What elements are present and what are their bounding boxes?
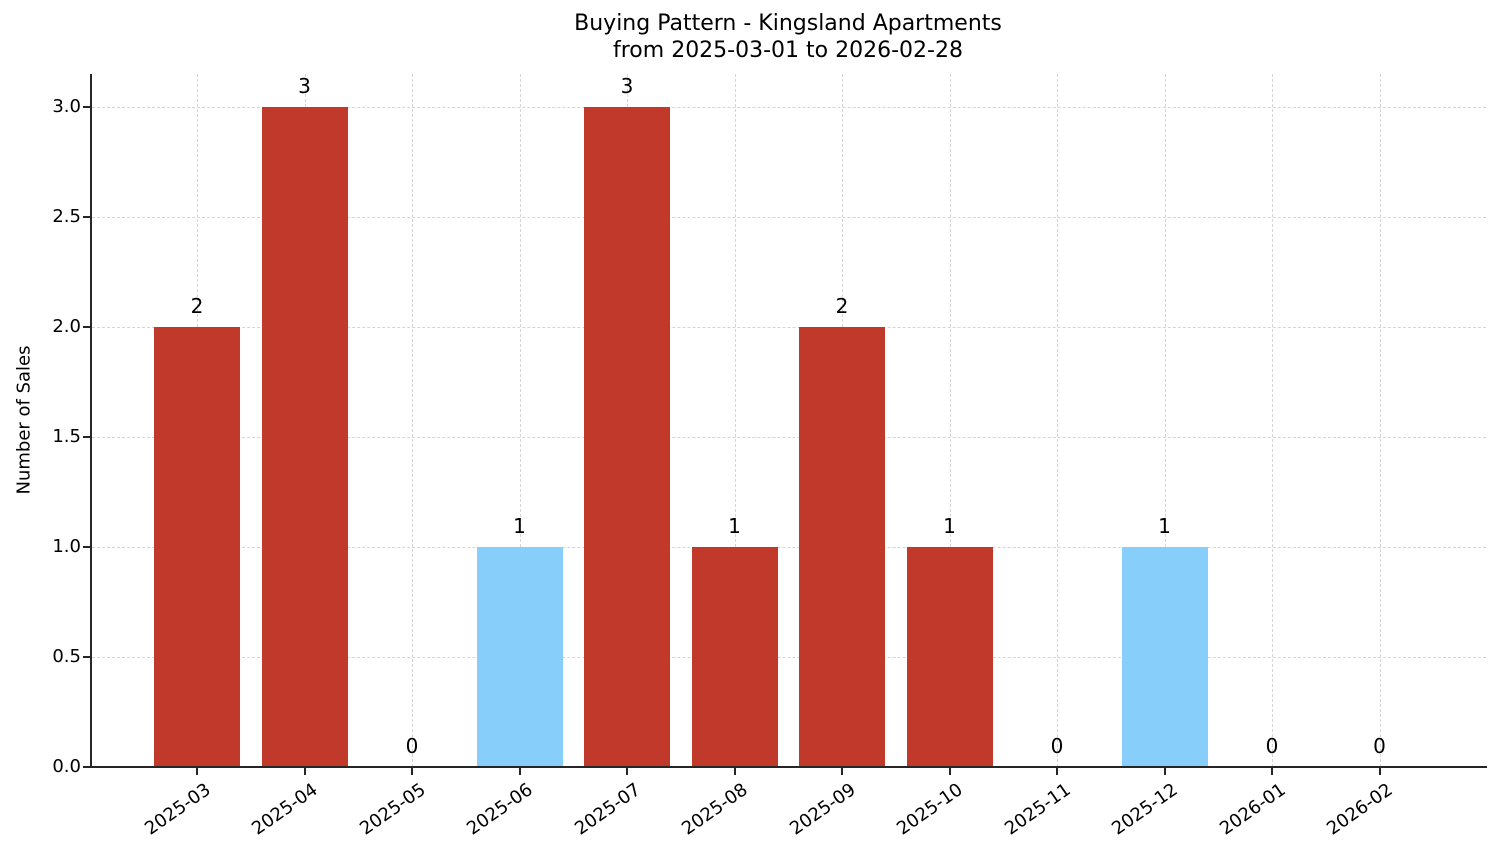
y-axis-title: Number of Sales xyxy=(13,345,35,495)
y-axis-line xyxy=(90,74,92,768)
bar-value-label: 1 xyxy=(1158,514,1171,538)
x-tick-label: 2025-05 xyxy=(355,779,430,840)
y-tick-mark xyxy=(83,216,90,218)
x-tick-label: 2025-04 xyxy=(248,779,322,840)
y-tick-label: 1.0 xyxy=(52,536,81,557)
bar-2025-07 xyxy=(584,107,670,767)
x-tick-label: 2026-01 xyxy=(1215,779,1290,840)
v-gridline xyxy=(1272,74,1273,767)
x-tick-mark xyxy=(1378,768,1381,775)
x-tick-label: 2025-12 xyxy=(1108,779,1182,840)
x-tick-mark xyxy=(518,768,521,775)
bar-value-label: 3 xyxy=(298,74,311,98)
x-tick-mark xyxy=(841,768,843,775)
bar-value-label: 0 xyxy=(1373,734,1386,758)
x-tick-label: 2025-10 xyxy=(893,779,967,840)
y-tick-label: 2.5 xyxy=(52,206,81,227)
h-gridline xyxy=(92,547,1486,548)
v-gridline xyxy=(949,74,951,767)
y-tick-label: 0.0 xyxy=(52,756,81,777)
bar-2025-08 xyxy=(691,547,778,767)
h-gridline xyxy=(92,327,1486,328)
h-gridline xyxy=(92,657,1486,658)
y-tick-mark xyxy=(83,546,90,548)
x-tick-label: 2025-11 xyxy=(1000,779,1075,840)
y-tick-mark xyxy=(83,656,90,658)
bar-2025-12 xyxy=(1121,547,1208,767)
y-tick-label: 0.5 xyxy=(52,646,81,667)
y-tick-mark xyxy=(83,106,90,108)
x-tick-mark xyxy=(733,768,736,775)
bar-value-label: 2 xyxy=(835,294,849,318)
x-tick-mark xyxy=(303,768,306,775)
x-tick-mark xyxy=(948,768,951,775)
x-tick-label: 2026-02 xyxy=(1323,779,1397,840)
chart-subtitle: from 2025-03-01 to 2026-02-28 xyxy=(613,38,963,63)
x-tick-label: 2025-08 xyxy=(678,779,752,840)
v-gridline xyxy=(1057,74,1058,767)
bar-2025-03 xyxy=(154,327,240,767)
x-tick-mark xyxy=(626,768,628,775)
v-gridline xyxy=(734,74,736,767)
y-tick-mark xyxy=(83,436,90,438)
x-tick-mark xyxy=(196,768,198,775)
h-gridline xyxy=(92,217,1486,218)
x-tick-label: 2025-09 xyxy=(785,779,860,840)
y-tick-mark xyxy=(83,326,90,328)
x-tick-mark xyxy=(1271,768,1273,775)
x-tick-mark xyxy=(1163,768,1166,775)
v-gridline xyxy=(1379,74,1381,767)
bar-value-label: 1 xyxy=(513,514,526,538)
bar-value-label: 1 xyxy=(728,514,741,538)
h-gridline xyxy=(92,437,1486,438)
chart-title-main: Buying Pattern - Kingsland Apartments xyxy=(574,11,1002,36)
v-gridline xyxy=(1164,74,1166,767)
y-tick-label: 3.0 xyxy=(52,96,81,117)
x-tick-mark xyxy=(1056,768,1058,775)
v-gridline xyxy=(519,74,521,767)
x-tick-mark xyxy=(411,768,413,775)
y-tick-label: 2.0 xyxy=(52,316,81,337)
bar-value-label: 3 xyxy=(620,74,634,98)
bar-value-label: 2 xyxy=(190,294,204,318)
bar-2025-10 xyxy=(906,547,993,767)
bar-value-label: 0 xyxy=(1265,734,1279,758)
h-gridline xyxy=(92,107,1486,108)
bar-2025-09 xyxy=(799,327,885,767)
y-tick-label: 1.5 xyxy=(52,426,81,447)
y-tick-mark xyxy=(83,766,90,768)
bar-value-label: 0 xyxy=(405,734,419,758)
x-tick-label: 2025-07 xyxy=(570,779,645,840)
x-tick-label: 2025-03 xyxy=(140,779,215,840)
chart-title: Buying Pattern - Kingsland Apartments fr… xyxy=(90,10,1486,64)
bar-value-label: 1 xyxy=(943,514,956,538)
x-tick-label: 2025-06 xyxy=(463,779,537,840)
x-axis-line xyxy=(90,766,1487,768)
bar-value-label: 0 xyxy=(1050,734,1064,758)
v-gridline xyxy=(412,74,413,767)
bar-2025-06 xyxy=(476,547,563,767)
bar-2025-04 xyxy=(261,107,348,767)
